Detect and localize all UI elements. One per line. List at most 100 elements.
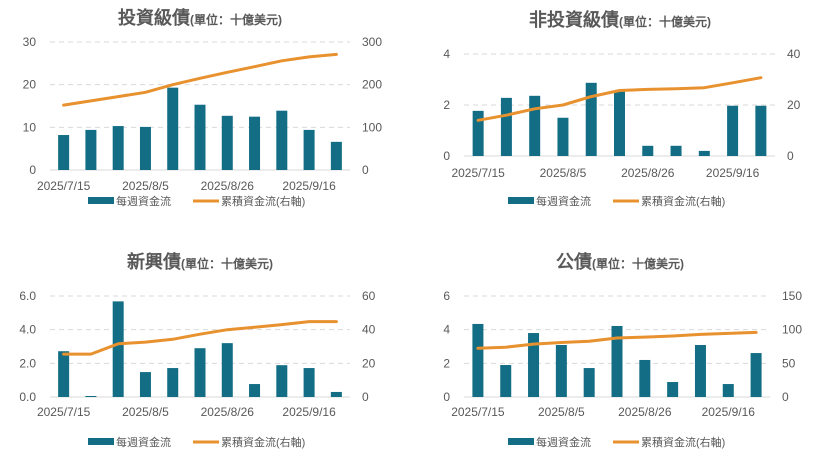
- bar-weekly-flow-2025/9/23: [750, 353, 762, 397]
- y-right-tick-label: 200: [362, 78, 382, 92]
- y-left-tick-label: 4: [443, 47, 450, 61]
- bar-weekly-flow-2025/8/12: [585, 82, 597, 156]
- bar-weekly-flow-2025/9/2: [670, 145, 682, 156]
- bar-weekly-flow-2025/8/26: [642, 145, 654, 156]
- x-tick-label: 2025/8/26: [201, 179, 255, 193]
- x-tick-label: 2025/8/5: [122, 405, 169, 419]
- bar-weekly-flow-2025/7/15: [472, 323, 484, 397]
- legend-bar-swatch: [88, 438, 114, 445]
- x-tick-label: 2025/7/15: [37, 405, 91, 419]
- x-tick-label: 2025/7/15: [451, 405, 505, 419]
- y-left-tick-label: 0: [29, 163, 36, 177]
- bar-weekly-flow-2025/9/9: [276, 110, 288, 170]
- y-right-tick-label: 40: [787, 47, 801, 61]
- bar-weekly-flow-2025/9/2: [667, 382, 679, 397]
- y-right-tick-label: 50: [782, 356, 796, 370]
- y-left-tick-label: 6: [443, 289, 450, 303]
- x-tick-label: 2025/9/16: [706, 166, 760, 180]
- y-right-tick-label: 300: [362, 35, 382, 49]
- x-tick-label: 2025/7/15: [451, 166, 505, 180]
- bar-weekly-flow-2025/8/5: [139, 372, 151, 397]
- y-right-tick-label: 0: [787, 149, 794, 163]
- bar-weekly-flow-2025/7/29: [112, 301, 124, 397]
- y-left-tick-label: 0.0: [19, 390, 36, 404]
- y-right-tick-label: 100: [782, 323, 802, 337]
- bar-weekly-flow-2025/8/26: [221, 115, 233, 170]
- x-tick-label: 2025/9/16: [282, 179, 336, 193]
- y-left-tick-label: 4: [443, 323, 450, 337]
- bar-weekly-flow-2025/8/26: [639, 359, 651, 397]
- chart-title: 新興債(單位：十億美元): [127, 251, 273, 272]
- bar-weekly-flow-2025/8/5: [555, 344, 567, 397]
- legend-cumulative-flow: 累積資金流(右軸): [641, 435, 725, 449]
- bar-weekly-flow-2025/7/22: [85, 395, 97, 397]
- y-right-tick-label: 60: [362, 289, 376, 303]
- bar-weekly-flow-2025/9/16: [722, 384, 734, 397]
- bar-weekly-flow-2025/8/19: [194, 348, 206, 397]
- y-left-tick-label: 10: [23, 120, 37, 134]
- y-left-tick-label: 2.0: [19, 356, 36, 370]
- bar-weekly-flow-2025/8/12: [583, 368, 595, 397]
- legend-bar-swatch: [508, 197, 534, 204]
- y-left-tick-label: 0: [443, 390, 450, 404]
- bar-weekly-flow-2025/9/9: [276, 365, 288, 397]
- x-tick-label: 2025/8/5: [538, 405, 585, 419]
- y-right-tick-label: 20: [787, 98, 801, 112]
- bar-weekly-flow-2025/9/9: [698, 150, 710, 156]
- bar-weekly-flow-2025/9/16: [303, 368, 315, 397]
- chart-panel-3: 公債(單位：十億美元) 0 2 4 6 0 50 100 150 2025/7/15 2025/8/…: [443, 251, 802, 449]
- y-left-tick-label: 4.0: [19, 323, 36, 337]
- legend-weekly-flow: 每週資金流: [536, 435, 591, 449]
- x-tick-label: 2025/8/26: [621, 166, 675, 180]
- chart-title-main: 新興債: [127, 251, 181, 272]
- bar-weekly-flow-2025/7/15: [472, 110, 484, 156]
- bar-weekly-flow-2025/8/12: [167, 368, 179, 397]
- bar-weekly-flow-2025/9/16: [727, 105, 739, 156]
- legend-weekly-flow: 每週資金流: [536, 194, 591, 208]
- x-tick-label: 2025/8/5: [540, 166, 587, 180]
- bar-weekly-flow-2025/7/22: [500, 97, 512, 156]
- bar-weekly-flow-2025/8/26: [221, 343, 233, 397]
- bar-weekly-flow-2025/8/19: [194, 104, 206, 170]
- y-right-tick-label: 20: [362, 356, 376, 370]
- x-tick-label: 2025/8/26: [201, 405, 255, 419]
- y-right-tick-label: 100: [362, 120, 382, 134]
- chart-title-main: 非投資級債: [529, 9, 619, 30]
- y-right-tick-label: 0: [782, 390, 789, 404]
- bar-weekly-flow-2025/9/23: [330, 391, 342, 397]
- line-cumulative-flow: [476, 76, 763, 122]
- bar-weekly-flow-2025/8/12: [167, 87, 179, 170]
- chart-title-main: 公債: [556, 251, 592, 272]
- y-right-tick-label: 40: [362, 323, 376, 337]
- legend-cumulative-flow: 累積資金流(右軸): [221, 435, 305, 449]
- y-left-tick-label: 2: [443, 98, 450, 112]
- bar-weekly-flow-2025/7/22: [85, 129, 97, 170]
- chart-title: 公債(單位：十億美元): [556, 251, 684, 272]
- chart-title-unit: (單位：十億美元): [190, 12, 282, 27]
- bar-weekly-flow-2025/9/23: [330, 141, 342, 170]
- chart-title-unit: (單位：十億美元): [181, 256, 273, 271]
- x-tick-label: 2025/7/15: [37, 179, 91, 193]
- legend-cumulative-flow: 累積資金流(右軸): [221, 194, 305, 208]
- y-left-tick-label: 2: [443, 356, 450, 370]
- y-left-tick-label: 6.0: [19, 289, 36, 303]
- chart-title-main: 投資級債: [118, 7, 190, 28]
- bar-weekly-flow-2025/7/22: [500, 365, 512, 397]
- x-tick-label: 2025/8/5: [122, 179, 169, 193]
- legend-bar-swatch: [88, 197, 114, 204]
- line-cumulative-flow: [62, 320, 338, 356]
- bar-weekly-flow-2025/8/19: [614, 90, 625, 156]
- y-right-tick-label: 150: [782, 289, 802, 303]
- y-right-tick-label: 0: [362, 163, 369, 177]
- bar-weekly-flow-2025/8/5: [557, 117, 569, 156]
- y-left-tick-label: 0: [443, 149, 450, 163]
- bar-weekly-flow-2025/8/19: [611, 325, 623, 397]
- bar-weekly-flow-2025/8/5: [139, 126, 151, 170]
- bar-weekly-flow-2025/7/29: [528, 333, 540, 397]
- legend-bar-swatch: [508, 438, 534, 445]
- x-tick-label: 2025/9/16: [282, 405, 336, 419]
- legend-weekly-flow: 每週資金流: [116, 194, 171, 208]
- x-tick-label: 2025/8/26: [618, 405, 672, 419]
